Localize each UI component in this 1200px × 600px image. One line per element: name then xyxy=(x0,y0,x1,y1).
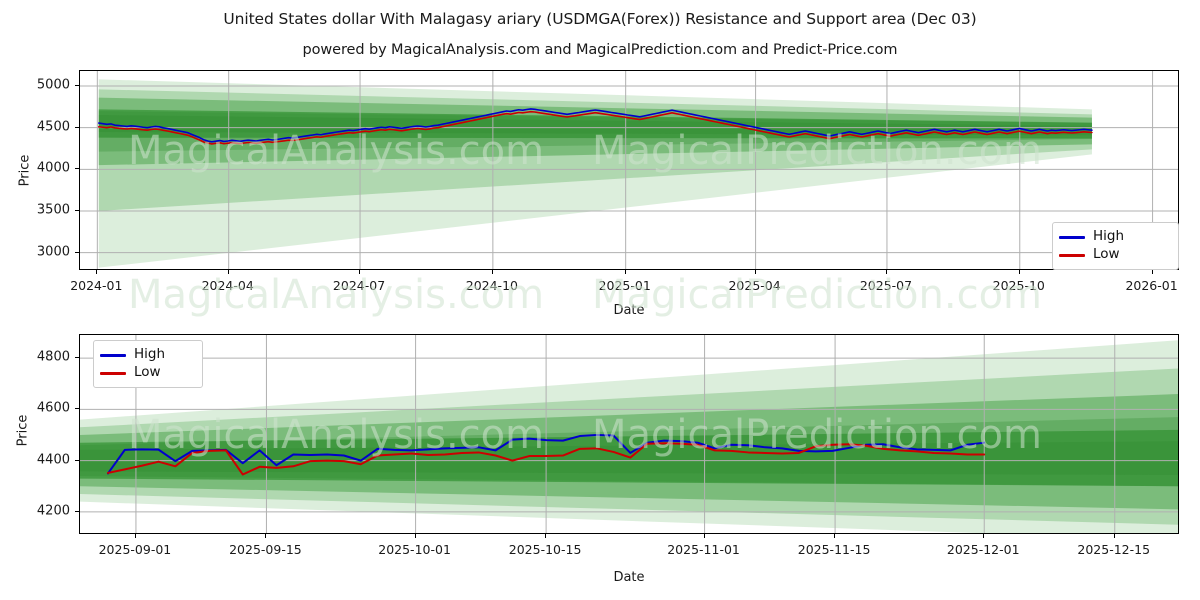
y-tick-mark xyxy=(75,510,79,512)
x-tick-label: 2024-04 xyxy=(201,278,254,293)
x-tick-label: 2026-01 xyxy=(1125,278,1178,293)
y-tick-label: 5000 xyxy=(36,77,70,93)
series-line-high xyxy=(106,434,986,475)
x-tick-mark xyxy=(703,534,705,538)
x-tick-mark xyxy=(491,270,493,274)
y-tick-label: 4500 xyxy=(36,119,70,135)
x-tick-mark xyxy=(1113,534,1115,538)
overview-legend[interactable]: High Low xyxy=(1052,222,1179,270)
detail-legend-row-low: Low xyxy=(100,364,194,382)
x-tick-mark xyxy=(1151,270,1153,274)
series-line-low xyxy=(106,442,986,476)
detail-x-axis-title: Date xyxy=(613,570,645,585)
band-core-shade xyxy=(98,111,1092,152)
overview-legend-row-high: High xyxy=(1059,228,1170,246)
x-tick-label: 2025-09-15 xyxy=(229,542,302,557)
x-tick-mark xyxy=(1018,270,1020,274)
page-title: United States dollar With Malagasy ariar… xyxy=(223,10,977,28)
x-tick-label: 2025-12-01 xyxy=(946,542,1020,557)
high-line-swatch xyxy=(100,353,126,357)
y-tick-mark xyxy=(75,210,79,211)
low-line-swatch xyxy=(100,371,126,375)
x-tick-label: 2025-12-15 xyxy=(1077,542,1151,557)
detail-plot-area xyxy=(79,334,1179,534)
y-tick-label: 4600 xyxy=(36,400,70,416)
high-line-swatch xyxy=(1059,235,1085,239)
y-tick-mark xyxy=(75,459,79,461)
overview-x-axis-title: Date xyxy=(613,303,645,318)
x-tick-mark xyxy=(96,270,98,274)
y-tick-mark xyxy=(75,126,79,128)
y-tick-mark xyxy=(75,408,79,410)
x-tick-label: 2025-10-01 xyxy=(378,542,451,557)
x-tick-mark xyxy=(359,270,361,274)
overview-chart-panel: Price 3000 3500 4000 4500 5000 2024-01 2024-0… xyxy=(18,70,1179,318)
overview-plot-svg xyxy=(80,71,1178,269)
detail-legend-label-low: Low xyxy=(134,364,161,381)
overview-legend-label-low: Low xyxy=(1093,246,1120,263)
series-line-low xyxy=(97,110,1093,145)
x-tick-label: 2025-01 xyxy=(598,278,651,293)
page-subtitle: powered by MagicalAnalysis.com and Magic… xyxy=(302,42,898,58)
x-tick-label: 2025-09-01 xyxy=(98,542,172,557)
x-tick-label: 2024-07 xyxy=(332,278,386,293)
x-tick-mark xyxy=(754,270,756,274)
x-tick-mark xyxy=(227,270,229,274)
overview-legend-label-high: High xyxy=(1093,228,1125,245)
x-tick-label: 2025-11-15 xyxy=(797,542,871,557)
x-tick-mark xyxy=(545,534,547,538)
y-tick-label: 3500 xyxy=(36,202,70,218)
y-tick-label: 4200 xyxy=(36,503,70,519)
x-tick-label: 2024-01 xyxy=(70,278,123,293)
x-tick-label: 2025-10 xyxy=(992,278,1045,293)
y-tick-label: 3000 xyxy=(36,244,70,260)
x-tick-label: 2025-11-01 xyxy=(667,542,740,557)
x-tick-mark xyxy=(624,270,626,274)
x-tick-label: 2024-10 xyxy=(465,278,518,293)
detail-chart-panel: Price 4200 4400 4600 4800 2025-09-01 2025-09… xyxy=(0,320,1200,600)
x-tick-mark xyxy=(414,534,416,538)
y-tick-mark xyxy=(75,357,79,359)
y-tick-mark xyxy=(75,85,79,86)
detail-legend-row-high: High xyxy=(100,346,194,364)
detail-legend-label-high: High xyxy=(134,346,166,363)
detail-plot-svg xyxy=(80,335,1178,533)
low-line-swatch xyxy=(1059,253,1085,257)
x-tick-mark xyxy=(265,534,267,538)
overview-plot-area xyxy=(79,70,1179,270)
x-tick-label: 2025-07 xyxy=(859,278,913,293)
y-tick-label: 4800 xyxy=(36,349,70,365)
series-line-high xyxy=(97,108,1093,143)
overview-legend-row-low: Low xyxy=(1059,246,1170,264)
x-tick-label: 2025-10-15 xyxy=(508,542,582,557)
x-tick-mark xyxy=(885,270,887,274)
x-tick-mark xyxy=(834,534,836,538)
detail-legend[interactable]: High Low xyxy=(93,340,203,388)
x-tick-mark xyxy=(983,534,985,538)
y-tick-label: 4400 xyxy=(36,452,70,468)
x-tick-label: 2025-04 xyxy=(728,278,781,293)
x-tick-mark xyxy=(134,534,136,538)
y-tick-label: 4000 xyxy=(36,160,70,176)
y-tick-mark xyxy=(75,251,79,253)
y-tick-mark xyxy=(75,168,79,170)
